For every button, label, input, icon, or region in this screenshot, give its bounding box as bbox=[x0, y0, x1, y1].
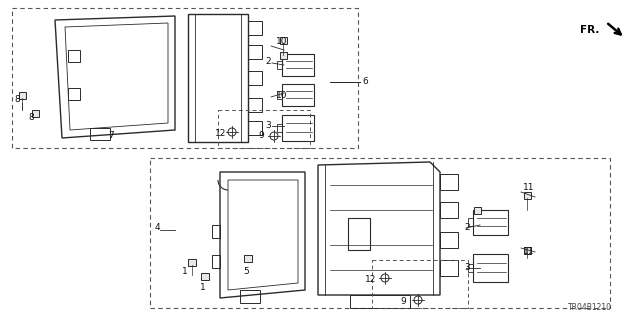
Polygon shape bbox=[280, 36, 287, 43]
Polygon shape bbox=[19, 92, 26, 99]
Polygon shape bbox=[524, 191, 531, 198]
Bar bbox=[372, 260, 468, 308]
Polygon shape bbox=[31, 109, 38, 116]
Text: 12: 12 bbox=[365, 276, 376, 285]
Text: 8: 8 bbox=[28, 114, 34, 122]
Bar bbox=[218, 110, 310, 148]
Polygon shape bbox=[474, 206, 481, 213]
Text: 1: 1 bbox=[200, 284, 205, 293]
Text: 1: 1 bbox=[182, 268, 188, 277]
Polygon shape bbox=[524, 247, 531, 254]
Text: FR.: FR. bbox=[580, 25, 600, 35]
Text: 11: 11 bbox=[523, 248, 534, 256]
Text: 10: 10 bbox=[276, 92, 287, 100]
Text: 2: 2 bbox=[265, 57, 271, 66]
Text: 3: 3 bbox=[464, 263, 470, 272]
Text: 11: 11 bbox=[523, 183, 534, 192]
Text: 2: 2 bbox=[464, 224, 470, 233]
Text: 8: 8 bbox=[14, 95, 20, 105]
Text: 3: 3 bbox=[265, 121, 271, 130]
Bar bbox=[12, 8, 358, 148]
Text: 12: 12 bbox=[215, 130, 227, 138]
Polygon shape bbox=[188, 258, 196, 265]
Text: 9: 9 bbox=[258, 131, 264, 140]
Text: 4: 4 bbox=[155, 224, 161, 233]
Text: 10: 10 bbox=[276, 38, 287, 47]
Bar bbox=[150, 158, 610, 308]
Text: TR04B1210: TR04B1210 bbox=[568, 303, 612, 313]
Polygon shape bbox=[280, 51, 287, 58]
Polygon shape bbox=[244, 255, 252, 262]
Polygon shape bbox=[201, 272, 209, 279]
Text: 9: 9 bbox=[400, 298, 406, 307]
Text: 5: 5 bbox=[243, 268, 249, 277]
Text: 6: 6 bbox=[362, 78, 368, 86]
Text: 7: 7 bbox=[108, 131, 114, 140]
